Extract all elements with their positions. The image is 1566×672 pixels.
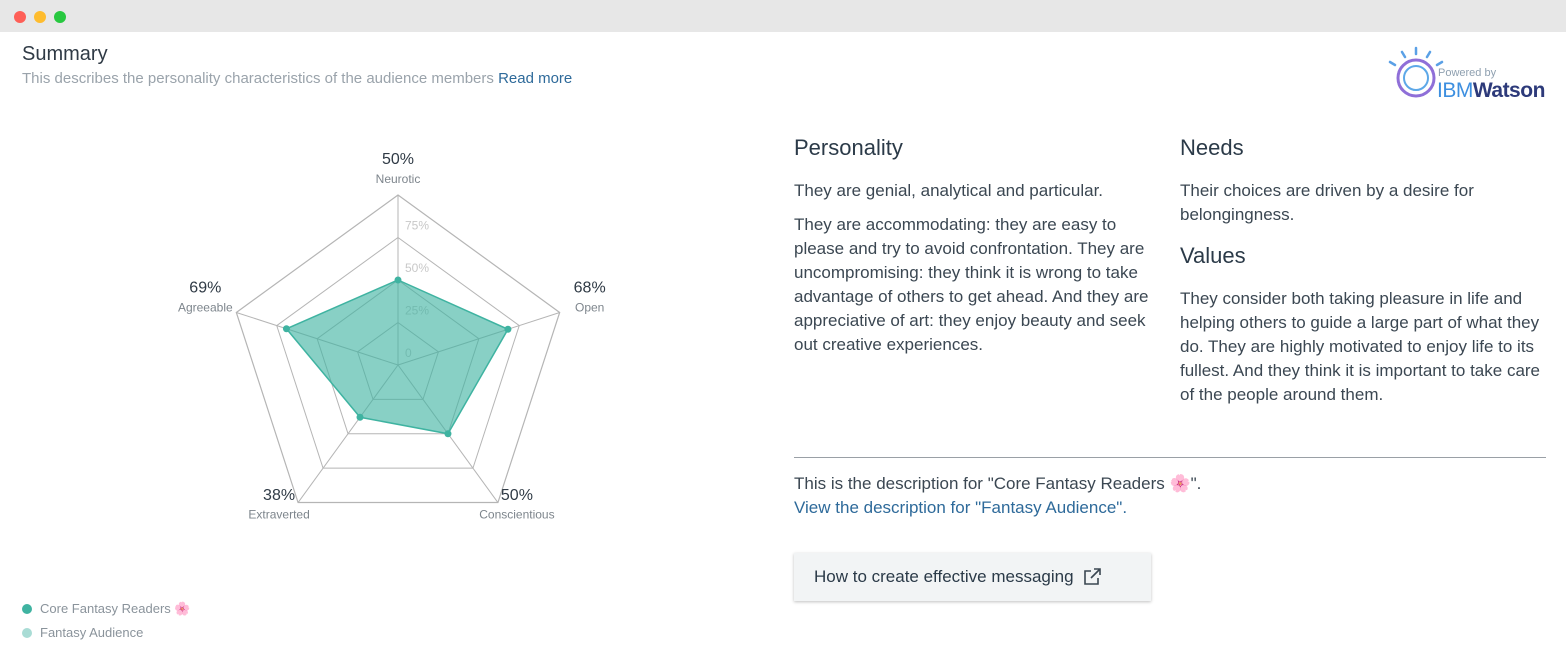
button-label: How to create effective messaging: [814, 567, 1074, 586]
radar-chart: 025%50%75%50%Neurotic68%Open50%Conscient…: [178, 151, 606, 522]
radar-point: [356, 413, 364, 421]
category-label: Neurotic: [376, 172, 421, 186]
section-heading: Personality: [794, 135, 903, 160]
powered-by: Powered by: [1438, 67, 1497, 79]
maximize-button[interactable]: [54, 11, 66, 23]
summary-title: Summary: [22, 43, 108, 65]
category-label: Conscientious: [479, 508, 554, 522]
external-link-icon: [1083, 568, 1101, 585]
watson-ring: [1403, 65, 1429, 91]
legend-item: Core Fantasy Readers 🌸: [22, 601, 191, 617]
category-label: Open: [575, 301, 604, 315]
summary-subtitle: This describes the personality character…: [22, 70, 572, 87]
value-label: 38%: [263, 487, 295, 504]
value-label: 50%: [501, 487, 533, 504]
watson-ring: [1396, 58, 1436, 98]
category-label: Agreeable: [178, 301, 233, 315]
brand-watson: Watson: [1472, 79, 1546, 102]
radar-frame: [235, 194, 561, 504]
legend-swatch: [22, 627, 32, 638]
radar-point: [282, 325, 290, 333]
window-bar: [0, 0, 1566, 32]
section-heading: Values: [1180, 243, 1246, 268]
personality-section: Personality They are genial, analytical …: [794, 135, 1154, 367]
category-label: Extraverted: [248, 508, 309, 522]
values-section: Values They consider both taking pleasur…: [1180, 243, 1546, 417]
radar-point: [394, 276, 402, 284]
paragraph: Their choices are driven by a desire for…: [1180, 181, 1474, 224]
grid-ring: [276, 236, 520, 469]
description: This is the description for "Core Fantas…: [794, 472, 1201, 520]
subtitle-text: This describes the personality character…: [22, 70, 494, 87]
brand-ibm: IBM: [1437, 79, 1473, 102]
watson-rays: [1388, 46, 1444, 67]
brand: IBMWatson: [1437, 79, 1545, 103]
tick-label: 75%: [405, 219, 429, 233]
paragraph: They are accommodating: they are easy to…: [794, 215, 1149, 354]
divider: [794, 457, 1546, 458]
tick-label: 50%: [405, 261, 429, 275]
close-button[interactable]: [14, 11, 26, 23]
value-label: 69%: [189, 280, 221, 297]
legend-item: Fantasy Audience: [22, 625, 143, 640]
paragraph: They are genial, analytical and particul…: [794, 181, 1104, 200]
section-heading: Needs: [1180, 135, 1244, 160]
description-text: This is the description for "Core Fantas…: [794, 474, 1202, 493]
watson-icon: [1388, 46, 1444, 98]
radar-point: [444, 430, 452, 438]
radar-point: [504, 325, 512, 333]
legend-swatch: [22, 604, 32, 614]
value-label: 68%: [574, 280, 606, 297]
needs-section: Needs Their choices are driven by a desi…: [1180, 135, 1546, 237]
radar-area: [285, 279, 510, 435]
minimize-button[interactable]: [34, 11, 46, 23]
read-more-link[interactable]: Read more: [498, 70, 573, 87]
value-label: 50%: [382, 151, 414, 168]
legend-label: Fantasy Audience: [40, 625, 144, 640]
legend-label: Core Fantasy Readers 🌸: [40, 601, 191, 616]
messaging-button[interactable]: How to create effective messaging: [794, 553, 1151, 601]
description-link[interactable]: View the description for "Fantasy Audien…: [794, 498, 1128, 517]
paragraph: They consider both taking pleasure in li…: [1180, 289, 1541, 404]
